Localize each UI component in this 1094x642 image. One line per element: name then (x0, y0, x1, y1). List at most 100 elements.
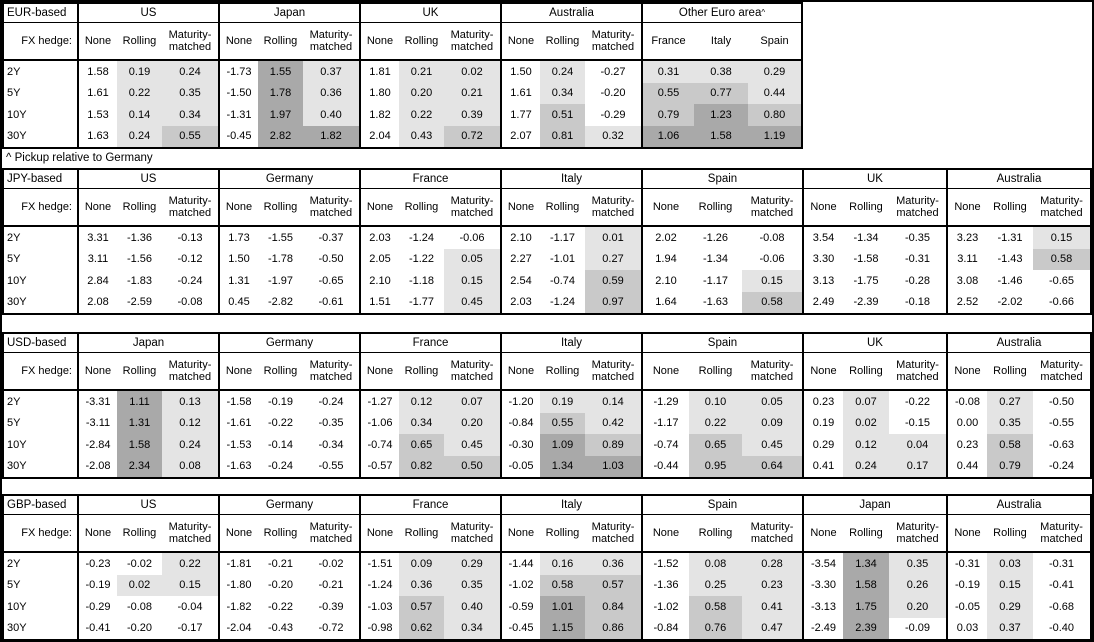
data-cell: 0.36 (585, 553, 641, 575)
tenor-label: 30Y (7, 460, 27, 473)
data-cell: 0.09 (399, 553, 444, 575)
data-cell: -0.29 (77, 596, 117, 618)
data-cell: 0.57 (585, 574, 641, 596)
data-cell: -0.31 (1033, 553, 1090, 575)
subheader-maturity-matched: Maturity-matched (162, 23, 218, 61)
data-cell: 0.02 (117, 574, 162, 596)
data-cell: -0.20 (117, 617, 162, 639)
data-cell: 2.52 (946, 291, 987, 313)
data-cell: 0.29 (987, 596, 1033, 618)
data-cell: -0.20 (585, 82, 641, 104)
subheader-maturity-matched: Maturity-matched (162, 515, 218, 553)
data-cell: 0.77 (694, 82, 748, 104)
data-cell: 0.02 (444, 61, 500, 83)
data-cell: 0.84 (585, 596, 641, 618)
tenor-label: 5Y (7, 253, 21, 266)
data-cell: -3.13 (802, 596, 843, 618)
data-cell: -0.19 (258, 391, 303, 413)
subheader-maturity-matched: Maturity-matched (162, 353, 218, 391)
subheader-maturity-matched: Maturity-matched (303, 353, 359, 391)
subheader-rolling: Rolling (540, 515, 585, 553)
data-cell: 2.03 (359, 227, 399, 249)
subheader-france: France (641, 23, 694, 61)
subheader-maturity-matched: Maturity-matched (585, 515, 641, 553)
data-cell: 0.58 (540, 574, 585, 596)
data-cell: 3.08 (946, 270, 987, 292)
subheader-none: None (946, 515, 987, 553)
data-cell: -1.31 (987, 227, 1033, 249)
data-cell: 2.05 (359, 248, 399, 270)
subheader-rolling: Rolling (843, 189, 889, 227)
subheader-rolling: Rolling (987, 515, 1033, 553)
data-cell: -1.46 (987, 270, 1033, 292)
data-cell: -3.54 (802, 553, 843, 575)
data-cell: 0.36 (303, 82, 359, 104)
group-header-germany: Germany (218, 170, 359, 189)
tenor-label: 2Y (7, 557, 21, 570)
data-cell: -0.31 (889, 248, 946, 270)
tenor-label: 2Y (7, 395, 21, 408)
data-cell: 0.25 (689, 574, 742, 596)
data-cell: -1.63 (218, 455, 258, 477)
data-cell: -1.27 (359, 391, 399, 413)
data-cell: 0.34 (162, 104, 218, 126)
subheader-maturity-matched: Maturity-matched (585, 353, 641, 391)
data-cell: -0.05 (946, 596, 987, 618)
data-cell: 0.41 (742, 596, 802, 618)
data-cell: 0.05 (444, 248, 500, 270)
data-cell: 1.97 (258, 104, 303, 126)
data-cell: -0.24 (258, 455, 303, 477)
group-header-spain: Spain (641, 170, 802, 189)
subheader-maturity-matched: Maturity-matched (1033, 189, 1090, 227)
group-header-australia: Australia (500, 4, 641, 23)
subheader-none: None (359, 23, 399, 61)
data-cell: -0.08 (742, 227, 802, 249)
data-cell: 0.37 (303, 61, 359, 83)
data-cell: -0.24 (162, 270, 218, 292)
data-cell: -0.74 (641, 434, 689, 456)
data-cell: -0.43 (258, 617, 303, 639)
data-cell: 3.13 (802, 270, 843, 292)
data-cell: -1.17 (540, 227, 585, 249)
data-cell: 1.61 (77, 82, 117, 104)
data-cell: -0.18 (889, 291, 946, 313)
data-cell: 0.07 (843, 391, 889, 413)
data-cell: 1.09 (540, 434, 585, 456)
data-cell: -0.06 (742, 248, 802, 270)
data-cell: 1.58 (843, 574, 889, 596)
data-cell: 0.29 (748, 61, 801, 83)
data-cell: 0.35 (889, 553, 946, 575)
data-cell: 0.02 (843, 412, 889, 434)
data-cell: 0.17 (889, 455, 946, 477)
tenor-label: 10Y (7, 438, 27, 451)
subheader-rolling: Rolling (399, 189, 444, 227)
data-cell: -1.24 (540, 291, 585, 313)
data-cell: 0.15 (987, 574, 1033, 596)
group-header-uk: UK (359, 4, 500, 23)
subheader-none: None (500, 353, 540, 391)
data-cell: 0.23 (946, 434, 987, 456)
group-header-spain: Spain (641, 334, 802, 353)
data-cell: 2.10 (359, 270, 399, 292)
group-header-italy: Italy (500, 334, 641, 353)
data-cell: 0.12 (843, 434, 889, 456)
data-cell: -1.36 (117, 227, 162, 249)
panel-title: USD-based (4, 334, 77, 353)
subheader-maturity-matched: Maturity-matched (162, 189, 218, 227)
group-header-japan: Japan (77, 334, 218, 353)
data-cell: -0.22 (258, 412, 303, 434)
data-cell: -0.63 (1033, 434, 1090, 456)
subheader-maturity-matched: Maturity-matched (889, 353, 946, 391)
data-cell: 0.09 (742, 412, 802, 434)
data-cell: 0.59 (585, 270, 641, 292)
data-cell: 0.58 (987, 434, 1033, 456)
data-cell: 0.45 (218, 291, 258, 313)
data-cell: 0.34 (399, 412, 444, 434)
subheader-none: None (359, 189, 399, 227)
data-cell: 0.22 (399, 104, 444, 126)
panel-title: GBP-based (4, 496, 77, 515)
data-cell: -1.82 (218, 596, 258, 618)
panel-title: EUR-based (4, 4, 77, 23)
data-cell: 0.13 (162, 391, 218, 413)
data-cell: 0.34 (540, 82, 585, 104)
